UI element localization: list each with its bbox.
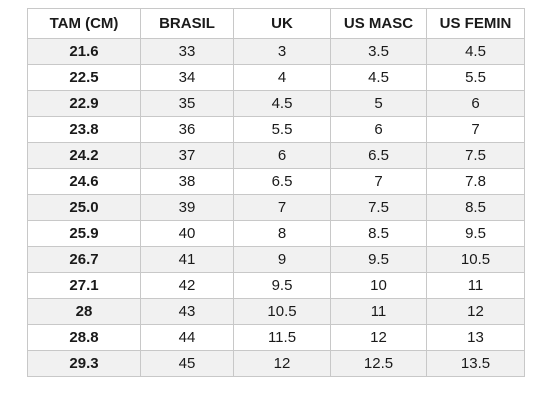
uk-cell: 6: [233, 142, 331, 169]
us-femin-cell: 4.5: [426, 38, 525, 65]
cm-cell: 26.7: [27, 246, 141, 273]
header-tam-cm: TAM (CM): [27, 8, 141, 39]
header-us-femin: US FEMIN: [426, 8, 525, 39]
table-row: 26.7 41 9 9.5 10.5: [27, 246, 525, 273]
header-brasil: BRASIL: [140, 8, 234, 39]
cm-cell: 22.5: [27, 64, 141, 91]
table-row: 25.0 39 7 7.5 8.5: [27, 194, 525, 221]
us-femin-cell: 9.5: [426, 220, 525, 247]
table-row: 21.6 33 3 3.5 4.5: [27, 38, 525, 65]
header-row: TAM (CM) BRASIL UK US MASC US FEMIN: [27, 8, 525, 39]
uk-cell: 12: [233, 350, 331, 377]
us-masc-cell: 9.5: [330, 246, 427, 273]
us-masc-cell: 4.5: [330, 64, 427, 91]
brasil-cell: 37: [140, 142, 234, 169]
table-row: 27.1 42 9.5 10 11: [27, 272, 525, 299]
us-masc-cell: 12.5: [330, 350, 427, 377]
table-row: 24.6 38 6.5 7 7.8: [27, 168, 525, 195]
header-us-masc: US MASC: [330, 8, 427, 39]
brasil-cell: 34: [140, 64, 234, 91]
brasil-cell: 35: [140, 90, 234, 117]
brasil-cell: 33: [140, 38, 234, 65]
shoe-size-table: TAM (CM) BRASIL UK US MASC US FEMIN 21.6…: [27, 8, 525, 377]
cm-cell: 27.1: [27, 272, 141, 299]
table-row: 28 43 10.5 11 12: [27, 298, 525, 325]
us-femin-cell: 7: [426, 116, 525, 143]
us-masc-cell: 10: [330, 272, 427, 299]
table-row: 25.9 40 8 8.5 9.5: [27, 220, 525, 247]
brasil-cell: 41: [140, 246, 234, 273]
us-masc-cell: 6: [330, 116, 427, 143]
brasil-cell: 44: [140, 324, 234, 351]
us-masc-cell: 7.5: [330, 194, 427, 221]
cm-cell: 25.9: [27, 220, 141, 247]
table-row: 24.2 37 6 6.5 7.5: [27, 142, 525, 169]
brasil-cell: 40: [140, 220, 234, 247]
us-femin-cell: 6: [426, 90, 525, 117]
us-femin-cell: 8.5: [426, 194, 525, 221]
uk-cell: 3: [233, 38, 331, 65]
us-femin-cell: 13: [426, 324, 525, 351]
us-femin-cell: 7.8: [426, 168, 525, 195]
table-row: 28.8 44 11.5 12 13: [27, 324, 525, 351]
uk-cell: 8: [233, 220, 331, 247]
cm-cell: 25.0: [27, 194, 141, 221]
brasil-cell: 43: [140, 298, 234, 325]
brasil-cell: 45: [140, 350, 234, 377]
cm-cell: 24.2: [27, 142, 141, 169]
brasil-cell: 42: [140, 272, 234, 299]
us-femin-cell: 5.5: [426, 64, 525, 91]
uk-cell: 5.5: [233, 116, 331, 143]
us-masc-cell: 8.5: [330, 220, 427, 247]
cm-cell: 29.3: [27, 350, 141, 377]
cm-cell: 21.6: [27, 38, 141, 65]
us-masc-cell: 12: [330, 324, 427, 351]
table-row: 23.8 36 5.5 6 7: [27, 116, 525, 143]
table-row: 22.5 34 4 4.5 5.5: [27, 64, 525, 91]
us-femin-cell: 13.5: [426, 350, 525, 377]
us-masc-cell: 3.5: [330, 38, 427, 65]
us-masc-cell: 11: [330, 298, 427, 325]
uk-cell: 6.5: [233, 168, 331, 195]
us-masc-cell: 7: [330, 168, 427, 195]
cm-cell: 24.6: [27, 168, 141, 195]
us-masc-cell: 6.5: [330, 142, 427, 169]
us-femin-cell: 12: [426, 298, 525, 325]
cm-cell: 28.8: [27, 324, 141, 351]
uk-cell: 4.5: [233, 90, 331, 117]
us-femin-cell: 11: [426, 272, 525, 299]
table-body: 21.6 33 3 3.5 4.5 22.5 34 4 4.5 5.5 22.9 35 4.5 5 6 23.…: [27, 38, 525, 377]
us-masc-cell: 5: [330, 90, 427, 117]
table-row: 22.9 35 4.5 5 6: [27, 90, 525, 117]
cm-cell: 28: [27, 298, 141, 325]
us-femin-cell: 7.5: [426, 142, 525, 169]
brasil-cell: 36: [140, 116, 234, 143]
uk-cell: 11.5: [233, 324, 331, 351]
cm-cell: 22.9: [27, 90, 141, 117]
brasil-cell: 38: [140, 168, 234, 195]
header-uk: UK: [233, 8, 331, 39]
uk-cell: 9.5: [233, 272, 331, 299]
brasil-cell: 39: [140, 194, 234, 221]
cm-cell: 23.8: [27, 116, 141, 143]
table-row: 29.3 45 12 12.5 13.5: [27, 350, 525, 377]
us-femin-cell: 10.5: [426, 246, 525, 273]
uk-cell: 4: [233, 64, 331, 91]
uk-cell: 7: [233, 194, 331, 221]
uk-cell: 9: [233, 246, 331, 273]
uk-cell: 10.5: [233, 298, 331, 325]
